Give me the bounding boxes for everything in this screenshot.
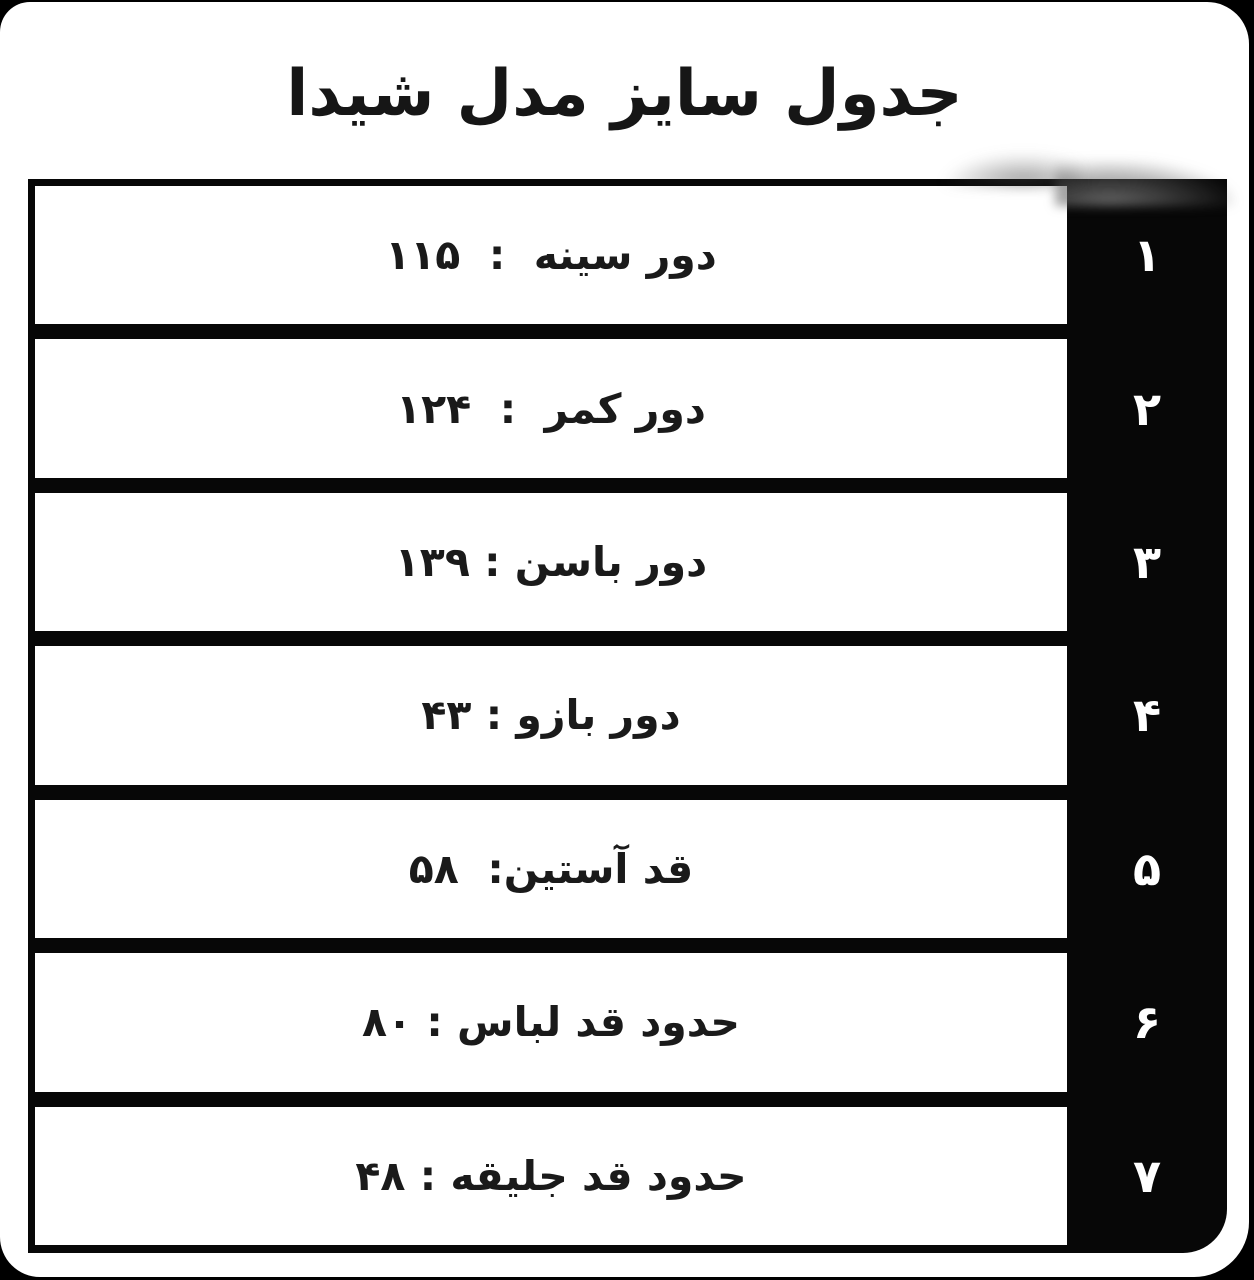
row-text-sleeve-length: قد آستین: ۵۸ (408, 844, 694, 893)
row-number: ۶ (1132, 995, 1162, 1050)
row-number: ۵ (1132, 841, 1162, 896)
row-number-cell: ۲ (1067, 339, 1227, 477)
row-number: ۷ (1132, 1148, 1162, 1203)
row-text-arm: دور بازو : ۴۳ (421, 691, 681, 740)
row-number: ۱ (1132, 228, 1162, 283)
row-text-dress-length: حدود قد لباس : ۸۰ (362, 998, 740, 1047)
row-number: ۴ (1132, 688, 1162, 743)
row-text-vest-length: حدود قد جلیقه : ۴۸ (355, 1151, 747, 1200)
row-number-cell: ۶ (1067, 953, 1227, 1091)
row-text-waist: دور کمر : ۱۲۴ (396, 384, 706, 433)
page-title: جدول سایز مدل شیدا (286, 57, 963, 131)
table-row: دور باسن : ۱۳۹ (35, 492, 1067, 632)
row-number: ۲ (1132, 381, 1162, 436)
table-row: دور بازو : ۴۳ (35, 646, 1067, 785)
table-row: حدود قد لباس : ۸۰ (35, 953, 1067, 1092)
row-text-bust: دور سینه : ۱۱۵ (385, 231, 717, 280)
row-number-cell: ۷ (1067, 1107, 1227, 1245)
row-number-sidebar: ۱ ۲ ۳ ۴ ۵ ۶ ۷ (1067, 179, 1227, 1253)
table-row: قد آستین: ۵۸ (35, 799, 1067, 939)
table-row: دور سینه : ۱۱۵ (35, 186, 1067, 325)
row-number: ۳ (1132, 535, 1162, 590)
row-number-cell: ۱ (1067, 186, 1227, 324)
row-number-cell: ۵ (1067, 800, 1227, 938)
table-row: حدود قد جلیقه : ۴۸ (35, 1106, 1067, 1245)
row-number-cell: ۴ (1067, 646, 1227, 784)
row-number-cell: ۳ (1067, 493, 1227, 631)
row-text-hip: دور باسن : ۱۳۹ (394, 538, 708, 587)
table-row: دور کمر : ۱۲۴ (35, 339, 1067, 478)
size-table: دور سینه : ۱۱۵ دور کمر : ۱۲۴ دور باسن : … (28, 179, 1227, 1253)
measurement-rows: دور سینه : ۱۱۵ دور کمر : ۱۲۴ دور باسن : … (28, 179, 1067, 1253)
